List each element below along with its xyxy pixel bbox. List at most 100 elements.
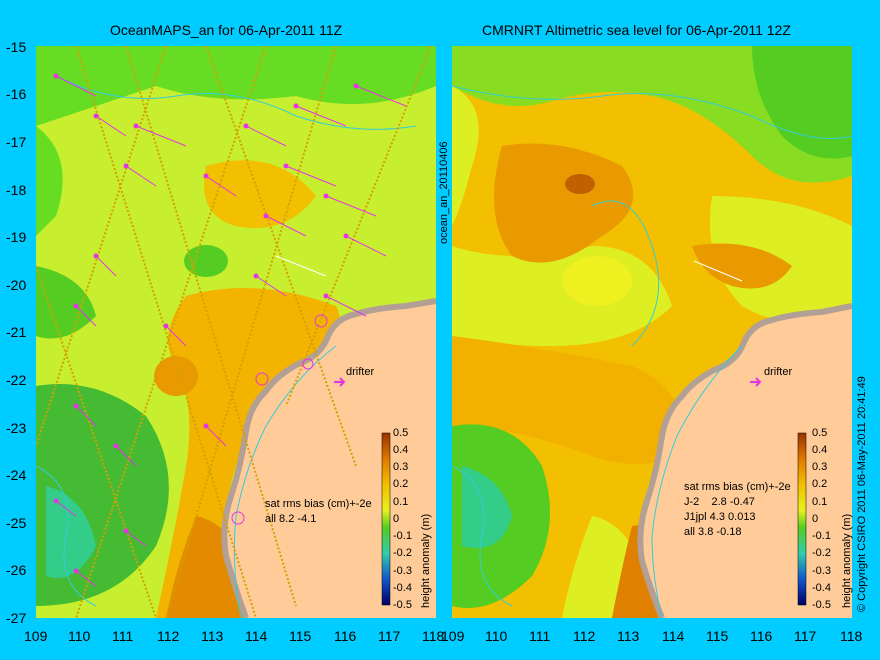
vector-arrow bbox=[55, 500, 77, 517]
vector-head bbox=[53, 73, 59, 79]
left-drifter-label: drifter bbox=[346, 366, 375, 378]
vector-arrow bbox=[295, 105, 347, 127]
right-stats-row: J1jpl 4.3 0.013 bbox=[684, 511, 756, 523]
x-tick: 115 bbox=[289, 628, 312, 644]
x-tick: 116 bbox=[750, 628, 773, 644]
right-stats-row: all 3.8 -0.18 bbox=[684, 526, 742, 538]
vector-arrow bbox=[325, 295, 367, 317]
anomaly-green-west bbox=[36, 266, 96, 339]
right-map-panel bbox=[452, 46, 852, 618]
vector-arrow bbox=[245, 125, 287, 147]
colorbar bbox=[797, 432, 807, 606]
sat-track bbox=[165, 46, 337, 618]
y-tick: -16 bbox=[6, 86, 27, 102]
vector-head bbox=[93, 253, 99, 259]
vector-arrow bbox=[125, 165, 157, 187]
ocean-analysis-label: ocean_an_20110406 bbox=[438, 141, 450, 244]
contour-line bbox=[36, 465, 97, 607]
contour-line bbox=[651, 345, 743, 618]
vector-head bbox=[293, 103, 299, 109]
drift-line bbox=[275, 255, 327, 277]
x-tick: 117 bbox=[378, 628, 401, 644]
vector-arrow bbox=[265, 215, 307, 237]
contour-line bbox=[233, 345, 337, 618]
x-tick: 117 bbox=[794, 628, 817, 644]
colorbar-tick: 0.1 bbox=[812, 496, 828, 508]
colorbar-tick: 0.2 bbox=[393, 478, 409, 490]
vector-arrow bbox=[255, 275, 287, 297]
anomaly-orange-west bbox=[154, 356, 198, 396]
x-tick: 109 bbox=[441, 628, 465, 644]
x-tick: 110 bbox=[68, 628, 91, 644]
contour-line bbox=[55, 75, 417, 130]
x-tick: 109 bbox=[24, 628, 48, 644]
colorbar-tick: 0.4 bbox=[812, 444, 828, 456]
x-tick: 111 bbox=[112, 628, 134, 644]
right-map-svg bbox=[452, 46, 852, 618]
y-tick: -25 bbox=[6, 515, 27, 531]
vector-arrow bbox=[205, 425, 227, 447]
vector-head bbox=[243, 123, 249, 129]
colorbar-tick: 0.5 bbox=[812, 427, 828, 439]
colorbar-tick: -0.5 bbox=[393, 599, 412, 611]
vector-head bbox=[53, 498, 59, 504]
left-stats-header: sat rms bias (cm)+-2e bbox=[265, 498, 372, 510]
vector-head bbox=[343, 233, 349, 239]
station-marker bbox=[255, 372, 269, 386]
vector-head bbox=[253, 273, 259, 279]
colorbar-tick: -0.1 bbox=[393, 530, 412, 542]
right-stats-row: J-2 2.8 -0.47 bbox=[684, 496, 755, 508]
satellite-tracks bbox=[36, 46, 432, 618]
anomaly-yellow-east bbox=[710, 196, 852, 321]
vector-head bbox=[93, 113, 99, 119]
vector-head bbox=[353, 83, 359, 89]
right-stats-header: sat rms bias (cm)+-2e bbox=[684, 481, 791, 493]
anomaly-green-north bbox=[452, 46, 852, 183]
colorbar-tick: 0.5 bbox=[393, 427, 409, 439]
y-tick: -23 bbox=[6, 420, 27, 436]
velocity-vectors bbox=[53, 73, 407, 587]
contour-line bbox=[452, 465, 513, 607]
left-map-svg bbox=[36, 46, 436, 618]
x-tick: 118 bbox=[422, 628, 445, 644]
right-drifter-label: drifter bbox=[764, 366, 793, 378]
colorbar-tick: -0.4 bbox=[393, 582, 412, 594]
y-tick: -17 bbox=[6, 134, 27, 150]
contour-line bbox=[591, 200, 660, 347]
left-stats-row: all 8.2 -4.1 bbox=[265, 513, 317, 525]
y-tick: -24 bbox=[6, 467, 27, 483]
coastline bbox=[221, 298, 436, 618]
vector-head bbox=[73, 403, 79, 409]
colorbar-tick: -0.5 bbox=[812, 599, 831, 611]
vector-head bbox=[283, 163, 289, 169]
sat-track bbox=[285, 46, 432, 407]
colorbar-tick: -0.3 bbox=[393, 565, 412, 577]
station-marker bbox=[302, 358, 314, 370]
vector-arrow bbox=[135, 125, 187, 147]
vector-head bbox=[73, 303, 79, 309]
vector-arrow bbox=[205, 175, 237, 197]
vector-head bbox=[323, 193, 329, 199]
colorbar-tick: 0.3 bbox=[393, 461, 409, 473]
vector-arrow bbox=[355, 85, 407, 107]
colorbar-tick: -0.4 bbox=[812, 582, 831, 594]
anomaly-green-north bbox=[36, 46, 436, 126]
colorbar-tick: 0.4 bbox=[393, 444, 409, 456]
x-tick: 116 bbox=[334, 628, 357, 644]
anomaly-orange-center bbox=[204, 160, 316, 228]
vector-arrow bbox=[345, 235, 387, 257]
station-marker bbox=[231, 511, 245, 525]
vector-arrow bbox=[75, 305, 97, 327]
vector-arrow bbox=[75, 570, 97, 587]
x-tick: 113 bbox=[201, 628, 224, 644]
left-panel-title: OceanMAPS_an for 06-Apr-2011 11Z bbox=[110, 22, 343, 38]
x-tick: 118 bbox=[840, 628, 863, 644]
right-panel-title: CMRNRT Altimetric sea level for 06-Apr-2… bbox=[482, 22, 791, 38]
x-tick: 111 bbox=[529, 628, 551, 644]
y-tick: -18 bbox=[6, 182, 27, 198]
vector-head bbox=[203, 173, 209, 179]
colorbar-tick: 0 bbox=[393, 513, 400, 525]
colorbar-tick: -0.3 bbox=[812, 565, 831, 577]
contour-line bbox=[452, 85, 852, 139]
vector-arrow bbox=[125, 530, 147, 547]
